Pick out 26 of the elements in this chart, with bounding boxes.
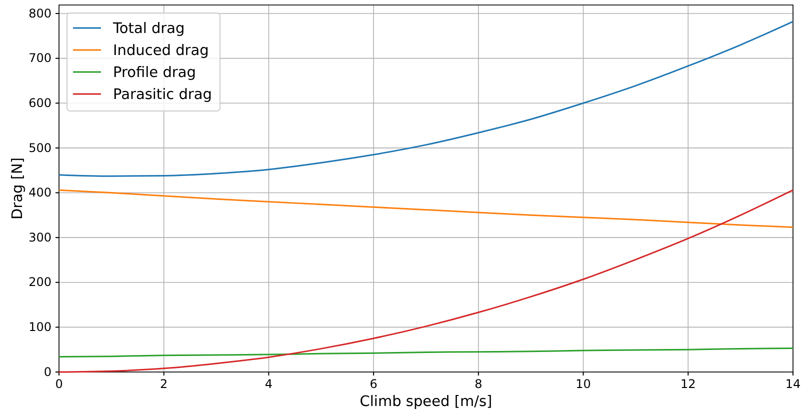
x-tick-label: 10 (576, 377, 591, 392)
legend-label: Parasitic drag (113, 87, 212, 103)
x-tick-label: 12 (680, 377, 696, 392)
x-axis-title: Climb speed [m/s] (360, 394, 492, 410)
y-tick-label: 400 (28, 186, 52, 200)
y-tick-label: 700 (28, 51, 52, 66)
y-tick-label: 0 (44, 364, 52, 379)
y-tick-label: 100 (28, 320, 52, 334)
line-series (58, 189, 794, 228)
x-tick-label: 2 (160, 377, 168, 392)
legend-label: Total drag (112, 21, 185, 37)
line-series (58, 348, 794, 358)
line-series (58, 20, 794, 177)
x-tick-label: 4 (264, 377, 273, 392)
y-tick-label: 800 (28, 6, 52, 20)
y-tick-label: 600 (28, 96, 52, 110)
x-tick-label: 0 (55, 377, 63, 392)
x-tick-label: 14 (785, 377, 801, 392)
legend-label: Induced drag (113, 43, 209, 59)
y-tick-label: 200 (28, 275, 52, 290)
legend-label: Profile drag (113, 65, 196, 81)
x-tick-label: 8 (474, 377, 482, 392)
y-axis-title: Drag [N] (10, 158, 26, 220)
y-tick-label: 300 (28, 230, 52, 244)
x-tick-label: 6 (370, 377, 378, 392)
y-tick-label: 500 (28, 140, 52, 155)
